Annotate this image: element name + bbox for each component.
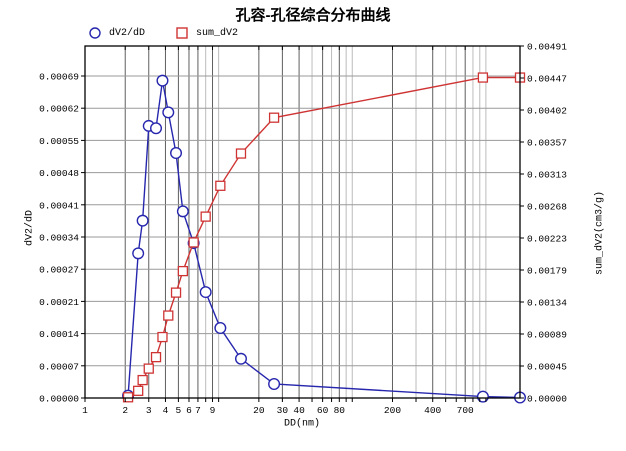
y-axis-left-tick-labels: 0.00000 0.00007 0.00014 0.00021 0.00027 0.000… — [39, 72, 79, 405]
svg-text:0.00000: 0.00000 — [527, 394, 567, 405]
svg-text:0.00268: 0.00268 — [527, 202, 567, 213]
svg-text:0.00491: 0.00491 — [527, 42, 567, 53]
chart-legend: dV2/dD sum_dV2 — [88, 26, 238, 40]
svg-text:0.00034: 0.00034 — [39, 233, 79, 244]
svg-text:400: 400 — [424, 405, 441, 416]
svg-text:0.00447: 0.00447 — [527, 74, 567, 85]
chart-title: 孔容-孔径综合分布曲线 — [235, 7, 391, 24]
svg-text:0.00045: 0.00045 — [527, 362, 567, 373]
svg-text:5: 5 — [176, 405, 182, 416]
svg-text:0.00048: 0.00048 — [39, 168, 79, 179]
series-sum-dV2 — [122, 72, 526, 403]
y-axis-right-tick-labels: 0.00000 0.00045 0.00089 0.00134 0.00179 0.002… — [527, 42, 567, 405]
svg-text:0.00223: 0.00223 — [527, 234, 567, 245]
svg-text:60: 60 — [317, 405, 329, 416]
svg-text:0.00021: 0.00021 — [39, 297, 79, 308]
svg-text:2: 2 — [122, 405, 128, 416]
svg-text:0.00134: 0.00134 — [527, 298, 567, 309]
svg-text:700: 700 — [457, 405, 474, 416]
plot-frame — [84, 45, 521, 399]
x-axis-tick-labels: 1 2 3 4 5 6 7 9 20 30 40 60 80 200 400 700 — [82, 405, 474, 416]
svg-text:0.00027: 0.00027 — [39, 265, 79, 276]
svg-text:4: 4 — [163, 405, 169, 416]
svg-text:0.00041: 0.00041 — [39, 200, 79, 211]
svg-text:7: 7 — [195, 405, 201, 416]
tick-marks — [81, 45, 524, 402]
svg-text:0.00402: 0.00402 — [527, 106, 567, 117]
legend-item-sum-dv2: sum_dV2 — [175, 26, 238, 40]
svg-text:0.00055: 0.00055 — [39, 136, 79, 147]
svg-text:6: 6 — [186, 405, 192, 416]
svg-text:20: 20 — [253, 405, 265, 416]
legend-item-dv2-dd: dV2/dD — [88, 26, 145, 40]
legend-square-icon — [176, 27, 188, 39]
svg-text:0.00062: 0.00062 — [39, 104, 79, 115]
svg-text:3: 3 — [146, 405, 152, 416]
svg-text:0.00007: 0.00007 — [39, 361, 79, 372]
svg-text:0.00014: 0.00014 — [39, 329, 79, 340]
svg-text:0.00179: 0.00179 — [527, 266, 567, 277]
legend-label-sum-dv2: sum_dV2 — [196, 27, 239, 39]
svg-text:200: 200 — [384, 405, 401, 416]
legend-label-dv2-dd: dV2/dD — [109, 27, 146, 39]
svg-text:0.00069: 0.00069 — [39, 72, 79, 83]
svg-text:40: 40 — [293, 405, 305, 416]
legend-circle-icon — [89, 27, 101, 39]
svg-text:0.00089: 0.00089 — [527, 330, 567, 341]
x-axis-title: DD(nm) — [283, 418, 321, 430]
svg-text:0.00313: 0.00313 — [527, 170, 567, 181]
svg-text:30: 30 — [277, 405, 289, 416]
gridlines — [85, 46, 520, 398]
svg-text:0.00357: 0.00357 — [527, 138, 567, 149]
svg-text:1: 1 — [82, 405, 88, 416]
svg-text:9: 9 — [210, 405, 216, 416]
svg-text:80: 80 — [334, 405, 346, 416]
svg-text:0.00000: 0.00000 — [39, 394, 79, 405]
